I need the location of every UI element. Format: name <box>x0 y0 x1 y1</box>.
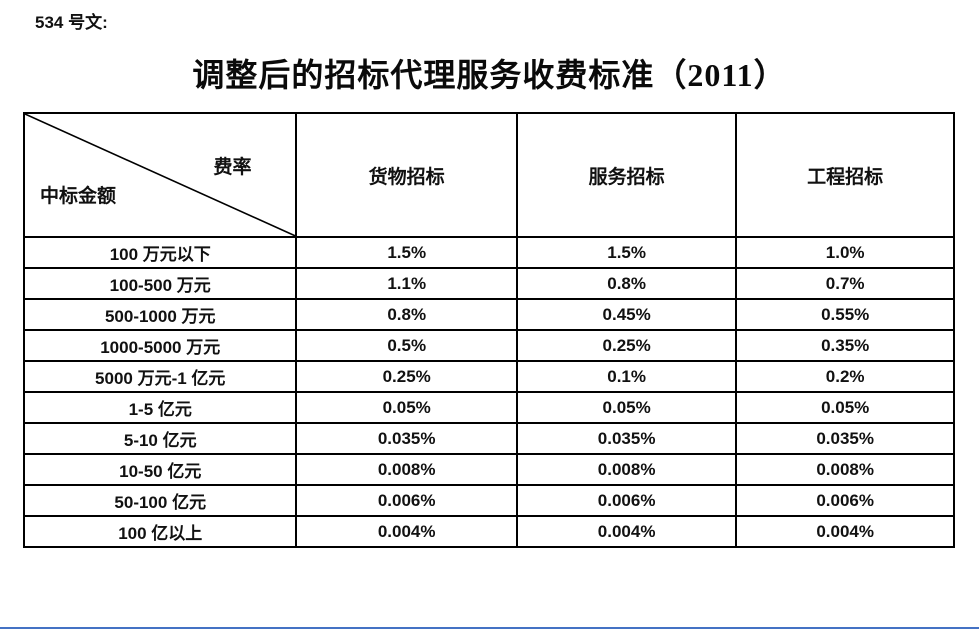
table-row: 1000-5000 万元 0.5% 0.25% 0.35% <box>22 329 955 362</box>
column-header-engineering: 工程招标 <box>735 112 955 238</box>
rate-cell: 0.05% <box>295 391 518 424</box>
rate-cell: 1.1% <box>295 267 518 300</box>
rate-cell: 0.2% <box>735 360 955 393</box>
row-label: 10-50 亿元 <box>22 453 298 486</box>
table-row: 5000 万元-1 亿元 0.25% 0.1% 0.2% <box>22 360 955 393</box>
column-header-goods: 货物招标 <box>295 112 518 238</box>
rate-cell: 0.008% <box>295 453 518 486</box>
rate-cell: 0.035% <box>515 422 738 455</box>
column-header-services: 服务招标 <box>515 112 738 238</box>
table-row: 100-500 万元 1.1% 0.8% 0.7% <box>22 267 955 300</box>
row-label: 5000 万元-1 亿元 <box>22 360 298 393</box>
row-label: 100-500 万元 <box>22 267 298 300</box>
rate-cell: 0.05% <box>735 391 955 424</box>
table-row: 10-50 亿元 0.008% 0.008% 0.008% <box>22 453 955 486</box>
rate-cell: 0.004% <box>295 515 518 548</box>
rate-cell: 0.45% <box>515 298 738 331</box>
table-row: 500-1000 万元 0.8% 0.45% 0.55% <box>22 298 955 331</box>
rate-cell: 0.5% <box>295 329 518 362</box>
row-label: 5-10 亿元 <box>22 422 298 455</box>
rate-cell: 0.1% <box>515 360 738 393</box>
rate-cell: 0.008% <box>515 453 738 486</box>
table-row: 50-100 亿元 0.006% 0.006% 0.006% <box>22 484 955 517</box>
rate-cell: 0.006% <box>735 484 955 517</box>
rate-cell: 1.5% <box>295 236 518 269</box>
rate-cell: 0.8% <box>295 298 518 331</box>
rate-cell: 0.006% <box>515 484 738 517</box>
rate-cell: 0.05% <box>515 391 738 424</box>
rate-cell: 0.004% <box>735 515 955 548</box>
diagonal-divider-line <box>26 115 295 235</box>
rate-cell: 0.55% <box>735 298 955 331</box>
doc-number-label: 534 号文: <box>35 13 108 32</box>
rate-cell: 1.0% <box>735 236 955 269</box>
table-row: 1-5 亿元 0.05% 0.05% 0.05% <box>22 391 955 424</box>
row-label: 1000-5000 万元 <box>22 329 298 362</box>
table-row: 100 亿以上 0.004% 0.004% 0.004% <box>22 515 955 548</box>
row-label: 500-1000 万元 <box>22 298 298 331</box>
corner-header-cell: 费率 中标金额 <box>22 112 298 238</box>
fee-rate-table: 费率 中标金额 货物招标 服务招标 工程招标 100 万元以下 1.5% 1.5… <box>22 112 955 548</box>
row-label: 1-5 亿元 <box>22 391 298 424</box>
rate-cell: 0.25% <box>295 360 518 393</box>
rate-cell: 0.8% <box>515 267 738 300</box>
row-label: 100 万元以下 <box>22 236 298 269</box>
table-row: 5-10 亿元 0.035% 0.035% 0.035% <box>22 422 955 455</box>
rate-cell: 1.5% <box>515 236 738 269</box>
rate-cell: 0.35% <box>735 329 955 362</box>
rate-cell: 0.7% <box>735 267 955 300</box>
row-label: 100 亿以上 <box>22 515 298 548</box>
corner-label-bid-amount: 中标金额 <box>40 186 117 207</box>
page-title: 调整后的招标代理服务收费标准（2011） <box>192 57 787 93</box>
rate-cell: 0.004% <box>515 515 738 548</box>
rate-cell: 0.035% <box>295 422 518 455</box>
table-row: 100 万元以下 1.5% 1.5% 1.0% <box>22 236 955 269</box>
row-label: 50-100 亿元 <box>22 484 298 517</box>
rate-cell: 0.006% <box>295 484 518 517</box>
rate-cell: 0.008% <box>735 453 955 486</box>
rate-cell: 0.035% <box>735 422 955 455</box>
header-row: 费率 中标金额 货物招标 服务招标 工程招标 <box>22 112 955 238</box>
corner-label-rate: 费率 <box>213 157 252 178</box>
bottom-accent-line <box>0 627 979 629</box>
rate-cell: 0.25% <box>515 329 738 362</box>
